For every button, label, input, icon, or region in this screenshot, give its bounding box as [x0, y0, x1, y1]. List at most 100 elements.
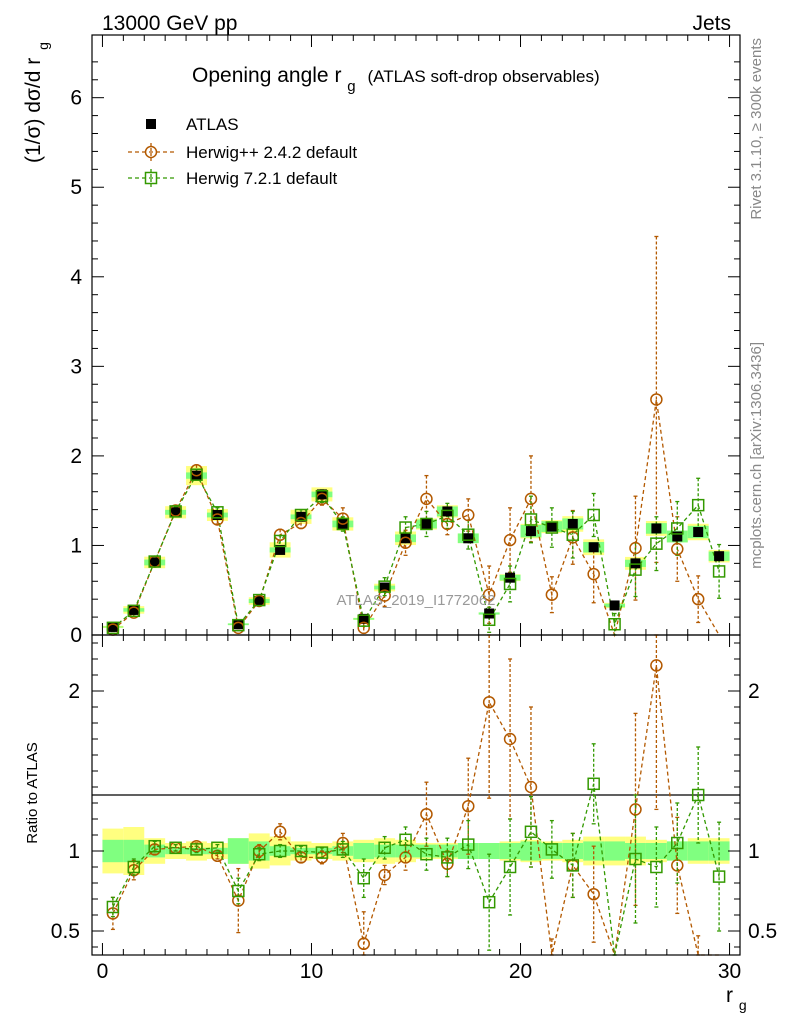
main-data-point-2 [273, 534, 287, 548]
ratio-series-layer [106, 634, 726, 956]
main-data-point-atlas [358, 613, 369, 624]
header-left: 13000 GeV pp [102, 12, 237, 35]
main-data-point-atlas [296, 511, 307, 522]
ratio-ytick-label-right: 2 [748, 680, 760, 703]
main-ylabel-sub: g [35, 42, 51, 50]
main-data-point-2 [691, 498, 705, 512]
ratio-band-inner [687, 841, 709, 861]
ratio-data-point-2 [587, 777, 600, 791]
main-data-point-atlas [149, 557, 160, 568]
main-data-point-atlas [651, 523, 662, 534]
main-series-layer [106, 235, 726, 638]
ratio-data-point-1 [420, 807, 433, 821]
ratio-data-point-1 [587, 887, 600, 901]
ratio-ytick-label: 1 [68, 840, 80, 863]
main-data-point-2 [608, 618, 621, 631]
main-data-point-2 [127, 604, 141, 618]
ratio-ytick-label-right: 0.5 [748, 920, 777, 943]
main-data-point-2 [252, 593, 266, 607]
main-ylabel-text: (1/σ) dσ/d r [22, 58, 45, 163]
main-data-point-2 [336, 517, 350, 531]
main-data-point-atlas [254, 595, 265, 606]
ratio-band-inner [374, 844, 396, 858]
main-data-point-2 [712, 565, 726, 578]
legend-entry-label: ATLAS [186, 115, 239, 134]
main-data-point-atlas [107, 621, 118, 632]
main-data-point-1 [462, 508, 475, 522]
ratio-data-point-2 [462, 838, 475, 851]
ratio-data-point-1 [357, 937, 370, 951]
ratio-data-point-2 [106, 900, 120, 914]
ratio-data-point-2 [691, 788, 705, 802]
ratio-data-point-1 [399, 851, 412, 864]
ratio-band-inner [520, 841, 542, 861]
ratio-band-inner [645, 843, 667, 859]
main-ytick-label: 6 [70, 87, 82, 110]
main-data-point-1 [399, 536, 412, 550]
ratio-data-point-2 [629, 852, 642, 866]
ratio-data-point-1 [503, 732, 517, 746]
ratio-axis-ticks: 0.5 0.51 12 20 10 20 30 [51, 635, 777, 983]
ratio-data-point-2 [127, 860, 141, 874]
main-data-point-atlas [630, 558, 641, 569]
main-data-point-2 [441, 509, 454, 523]
main-data-point-atlas [588, 542, 599, 553]
ratio-band-inner [227, 838, 249, 864]
main-data-point-1 [503, 533, 517, 547]
legend-marker [144, 171, 158, 185]
main-data-point-2 [399, 521, 412, 534]
ratio-data-point-2 [357, 871, 370, 885]
ratio-data-point-1 [462, 799, 475, 813]
main-panel: 0 1 2 3 4 5 6 [70, 34, 741, 647]
main-data-point-atlas [546, 521, 557, 532]
main-data-point-2 [232, 618, 245, 632]
main-data-point-atlas [672, 531, 683, 542]
main-data-point-2 [211, 506, 224, 519]
ratio-data-point-2 [503, 860, 517, 874]
main-data-point-1 [587, 567, 600, 581]
main-data-point-2 [315, 489, 329, 503]
ratio-data-point-1 [273, 825, 287, 839]
rivet-label: Rivet 3.1.10, ≥ 300k events [748, 38, 765, 220]
main-data-point-atlas [212, 510, 223, 520]
ratio-data-point-2 [148, 839, 161, 853]
ratio-frame [91, 634, 741, 956]
main-ytick-label: 5 [70, 176, 82, 199]
main-data-point-1 [211, 513, 224, 526]
ratio-data-point-2 [169, 841, 182, 855]
main-data-point-2 [462, 528, 475, 541]
chart-title-note: (ATLAS soft-drop observables) [367, 67, 599, 86]
main-data-point-2 [169, 505, 182, 518]
main-data-point-atlas [316, 489, 327, 500]
ratio-data-point-2 [294, 844, 308, 858]
ratio-data-point-2 [399, 833, 412, 847]
ratio-ylabel: Ratio to ATLAS [24, 742, 41, 843]
ratio-data-point-1 [629, 803, 642, 816]
ratio-data-point-1 [378, 868, 391, 882]
main-data-point-atlas [525, 526, 536, 537]
ratio-data-point-2 [524, 825, 538, 839]
ratio-data-point-2 [336, 843, 350, 856]
main-data-point-2 [566, 528, 580, 541]
main-data-point-atlas [463, 533, 474, 544]
mcplots-label: mcplots.cern.ch [arXiv:1306.3436] [748, 342, 765, 569]
ratio-series-line-2 [112, 783, 720, 956]
main-data-point-2 [545, 521, 559, 534]
legend-entry-label: Herwig++ 2.4.2 default [186, 143, 357, 162]
main-data-point-1 [378, 589, 391, 602]
ratio-panel: 0.5 0.51 12 20 10 20 30 [51, 634, 777, 983]
main-data-point-1 [273, 528, 287, 541]
main-data-point-1 [691, 592, 705, 606]
main-data-point-1 [650, 393, 663, 406]
main-data-point-atlas [400, 533, 411, 544]
xlabel: r g [726, 984, 747, 1013]
main-data-point-atlas [484, 608, 495, 619]
main-data-point-2 [294, 508, 308, 522]
main-data-point-1 [482, 588, 496, 601]
analysis-watermark: ATLAS_2019_I1772062 [336, 592, 495, 609]
main-data-point-2 [378, 580, 391, 593]
legend-marker [144, 145, 158, 159]
main-data-point-1 [294, 516, 308, 530]
legend-entry-label: Herwig 7.2.1 default [186, 169, 337, 188]
